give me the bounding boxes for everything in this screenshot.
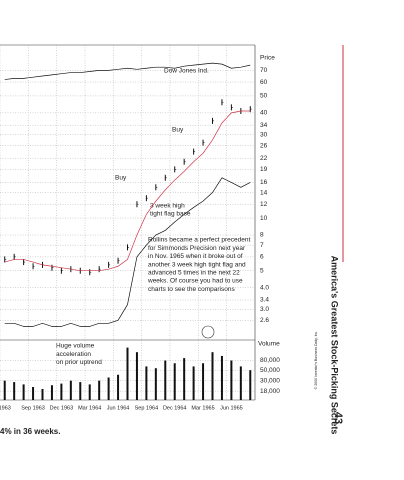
y-tick-label: 30,000: [260, 377, 280, 384]
volume-bar: [192, 366, 195, 400]
volume-bar: [145, 366, 148, 400]
y-tick-label: 60: [260, 79, 268, 86]
x-tick-label: Dec 1963: [50, 405, 74, 411]
volume-bar: [79, 382, 82, 400]
buy-label: Buy: [115, 175, 127, 182]
copyright: © 2000 Investor's Business Daily, Inc.: [314, 331, 318, 389]
x-tick-label: Dec 1964: [163, 405, 187, 411]
volume-bar: [220, 355, 223, 400]
y-tick-label: 40: [260, 110, 268, 117]
note-line: in Nov. 1965 when it broke out of: [148, 253, 243, 260]
volume-bar: [3, 380, 6, 400]
volume-bar: [13, 382, 16, 400]
note-line: for Simmonds Precision next year: [148, 245, 246, 252]
volume-bar: [117, 374, 120, 400]
x-tick-label: 1963: [0, 405, 11, 411]
volume-bar: [50, 385, 53, 400]
series-line: [4, 62, 251, 80]
volume-bar: [126, 347, 129, 400]
volume-bar: [164, 360, 167, 400]
annotation: 3 week high: [150, 203, 185, 210]
volume-bar: [88, 384, 91, 400]
note-line: charts to see the comparisons: [148, 286, 235, 293]
x-tick-label: Sep 1964: [135, 405, 159, 411]
y-tick-label: 50: [260, 93, 268, 100]
volume-note-line: on prior uptrend: [56, 359, 102, 366]
y-tick-label: 12: [260, 201, 268, 208]
volume-bar: [60, 383, 63, 400]
series-line: [4, 110, 251, 272]
volume-bar: [183, 358, 186, 400]
y-tick-label: 18,000: [260, 388, 280, 395]
note-line: advanced 5 times in the next 22: [148, 270, 240, 277]
y-tick-label: 19: [260, 166, 268, 173]
x-tick-label: Sep 1963: [21, 405, 45, 411]
volume-bar: [32, 387, 35, 400]
buy-label: Buy: [172, 127, 184, 134]
y-tick-label: 80,000: [260, 357, 280, 364]
y-tick-label: 7: [260, 242, 264, 249]
volume-bar: [211, 352, 214, 400]
y-tick-label: 2.6: [260, 317, 269, 324]
volume-bar: [98, 380, 101, 400]
y-tick-label: 30: [260, 131, 268, 138]
y-tick-label: 16: [260, 179, 268, 186]
x-tick-label: Mar 1964: [78, 405, 101, 411]
page-number: 43: [332, 412, 344, 424]
volume-bar: [249, 370, 252, 400]
volume-bar: [22, 384, 25, 400]
y-tick-label: 10: [260, 215, 268, 222]
y-tick-label: 6: [260, 254, 264, 261]
volume-note-line: acceleration: [56, 351, 91, 358]
y-tick-label: 50,000: [260, 367, 280, 374]
volume-bar: [135, 352, 138, 400]
note-line: Rollins became a perfect precedent: [148, 237, 250, 244]
volume-bar: [154, 368, 157, 400]
price-label: Price: [260, 55, 275, 62]
y-tick-label: 34: [260, 122, 268, 129]
x-tick-label: Mar 1965: [191, 405, 214, 411]
volume-bar: [202, 363, 205, 400]
note-line: another 3 week high tight flag and: [148, 261, 246, 268]
book-title: America's Greatest Stock-Picking Secrets: [330, 256, 340, 435]
y-tick-label: 14: [260, 189, 268, 196]
volume-bar: [107, 377, 110, 400]
y-tick-label: 22: [260, 155, 268, 162]
volume-bar: [173, 363, 176, 400]
note-line: weeks. Of course you had to use: [147, 278, 243, 285]
caption: 4% in 36 weeks.: [0, 427, 60, 436]
volume-label: Volume: [258, 341, 280, 348]
annotation: tight flag base: [150, 211, 191, 218]
x-tick-label: Jun 1964: [107, 405, 130, 411]
y-tick-label: 70: [260, 67, 268, 74]
y-tick-label: 5: [260, 267, 264, 274]
volume-bar: [239, 366, 242, 400]
series-line: [4, 177, 251, 327]
y-tick-label: 8: [260, 232, 264, 239]
y-tick-label: 3.0: [260, 306, 269, 313]
icon: [201, 325, 215, 339]
y-tick-label: 4.0: [260, 284, 269, 291]
x-tick-label: Jun 1965: [220, 405, 243, 411]
volume-bar: [230, 360, 233, 400]
dow-label: Dow Jones Ind.: [164, 68, 209, 75]
volume-bar: [41, 388, 44, 400]
y-tick-label: 26: [260, 142, 268, 149]
volume-note-line: Huge volume: [56, 343, 95, 350]
volume-bar: [69, 380, 72, 400]
y-tick-label: 3.4: [260, 297, 269, 304]
